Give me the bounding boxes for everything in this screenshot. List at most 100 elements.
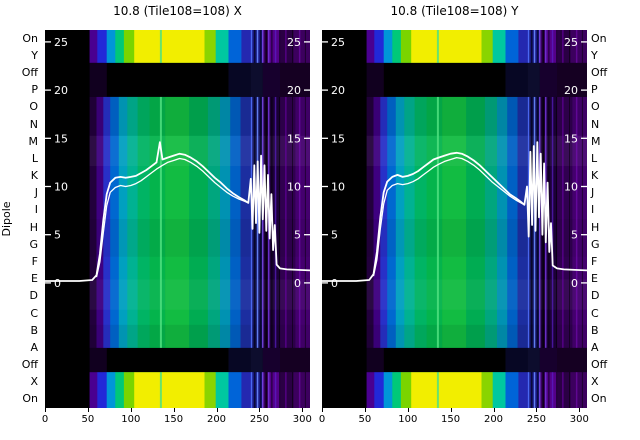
freq-column-stripe [387,30,397,408]
thin-vertical-stripe [279,30,281,408]
bandpass-line-secondary [95,157,249,278]
row-label-f-13: F [591,255,598,268]
on-row-stripe [123,30,135,63]
inner-tick-label-right: 25 [287,36,301,49]
row-label-n-5: N [591,117,600,131]
x-tick-mark [87,408,89,412]
x-tick-mark [493,408,495,412]
x-tick-mark [579,408,581,412]
thin-vertical-stripe [304,30,306,408]
off-band-tint [250,347,263,373]
row-label-n-5: N [29,117,38,131]
x-tick-mark [130,408,132,412]
row-label-x-20: X [591,375,599,389]
off-band-tint [280,62,310,97]
row-label-a-18: A [591,340,599,354]
off-band-tint [557,347,587,373]
off-band-tint [250,62,263,97]
row-label-j-9: J [34,186,38,200]
on-row-stripe [518,372,529,408]
on-row-stripe [400,30,412,63]
inner-tick-label-left: 10 [331,181,345,194]
freq-column-stripe [89,30,97,408]
thin-vertical-stripe [551,30,554,408]
thin-vertical-stripe [274,30,277,408]
freq-column-stripe [380,30,388,408]
inner-tick-label-left: 0 [331,277,338,290]
off-band-tint [262,347,280,373]
row-label-o-4: O [29,100,38,114]
thin-vertical-stripe [256,30,259,408]
x-tick-label: 0 [41,414,49,425]
on-row-stripe [392,372,402,408]
freq-column-stripe [557,30,573,408]
inner-tick-label-left: 0 [54,277,61,290]
thin-vertical-stripe [285,30,287,408]
subplot-y-pol: 10.8 (Tile108=108) Y 25 25 20 20 15 15 10 10 5 5 0… [319,4,589,425]
thin-vertical-stripe [569,30,570,408]
x-tick-mark [173,408,175,412]
on-row-stripe [411,372,482,408]
on-row-stripe [570,372,587,408]
thin-vertical-stripe [581,30,583,408]
on-row-stripe [106,372,116,408]
row-label-y-1: Y [31,48,38,62]
row-label-p-3: P [31,83,38,97]
subplot-x-title: 10.8 (Tile108=108) X [113,4,242,18]
subplot-x-pol: 10.8 (Tile108=108) X 25 25 20 20 15 15 10 10 5 5 0… [42,4,312,425]
on-row-stripe [400,372,412,408]
inner-tick-label-left: 5 [331,229,338,242]
row-label-l-7: L [31,151,38,165]
x-tick-label: 150 [441,414,461,425]
row-shading [366,219,587,257]
x-tick-mark [364,408,366,412]
inner-tick-label-right: 0 [294,277,301,290]
row-label-m-6: M [28,134,39,148]
row-label-b-17: B [30,323,38,337]
on-row-stripe [383,372,393,408]
inner-tick-label-left: 5 [54,229,61,242]
inner-tick-label-left: 10 [54,181,68,194]
freq-column-stripe [220,30,231,408]
off-band-tint [539,347,557,373]
on-row-stripe [280,372,295,408]
off-band-tint [89,347,107,373]
freq-column-stripe [103,30,111,408]
freq-column-stripe [373,30,381,408]
off-band-tint [89,62,107,97]
on-row-stripe [204,30,216,63]
off-band-tint [505,347,528,373]
on-row-stripe [97,372,108,408]
row-label-off-19: Off [591,358,608,371]
row-label-k-8: K [30,169,38,182]
on-row-stripe [204,372,216,408]
x-tick-mark [322,408,323,412]
row-shading [89,324,310,348]
row-label-on-0: On [22,31,38,45]
bandpass-line [45,141,310,282]
on-row-stripe [293,372,310,408]
on-row-stripe [374,30,385,63]
x-tick-label: 50 [81,414,95,425]
inner-tick-label-left: 25 [331,36,345,49]
row-label-d-15: D [591,289,600,303]
on-row-stripe [492,30,506,63]
thin-vertical-stripe [562,30,564,408]
row-label-a-18: A [30,340,38,354]
freq-column-stripe [507,30,518,408]
on-row-stripe [570,30,587,63]
row-label-c-16: C [591,306,599,320]
freq-column-stripe [207,30,221,408]
off-band-tint [366,62,384,97]
x-tick-mark [259,408,261,412]
freq-column-stripe [230,30,241,408]
freq-column-stripe [96,30,104,408]
x-tick-label: 200 [206,414,227,425]
row-shading [366,279,587,310]
on-row-stripe [366,372,375,408]
thin-vertical-stripe [260,30,262,408]
row-label-h-11: H [29,220,38,234]
off-band-tint [366,347,384,373]
row-label-e-14: E [591,272,598,286]
thin-vertical-stripe [539,30,541,408]
